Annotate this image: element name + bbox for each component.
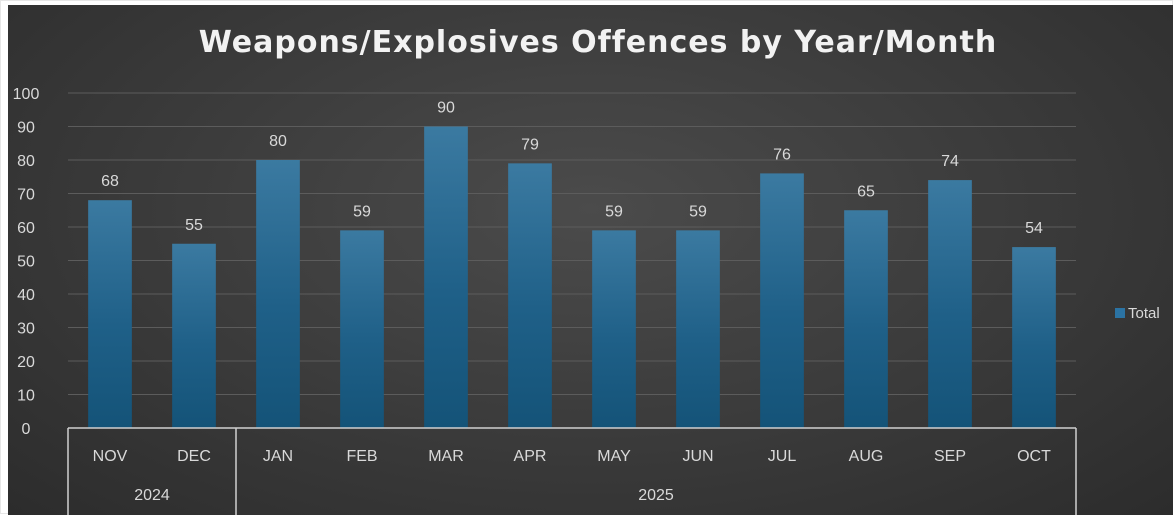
- y-tick-label: 80: [17, 153, 35, 170]
- y-tick-label: 60: [17, 220, 35, 237]
- data-label: 80: [269, 133, 287, 150]
- x-tick-label: DEC: [177, 448, 211, 465]
- y-tick-label: 40: [17, 287, 35, 304]
- bar: [424, 126, 468, 428]
- y-tick-label: 100: [13, 86, 40, 103]
- y-tick-label: 10: [17, 388, 35, 405]
- x-tick-label: MAY: [597, 448, 631, 465]
- group-label: 2024: [134, 487, 170, 504]
- data-label: 79: [521, 136, 539, 153]
- y-tick-label: 50: [17, 254, 35, 271]
- legend-label: Total: [1128, 305, 1160, 322]
- data-label: 59: [689, 203, 707, 220]
- bar: [844, 210, 888, 428]
- bar: [760, 173, 804, 428]
- y-tick-label: 0: [22, 421, 31, 438]
- y-tick-label: 90: [17, 120, 35, 137]
- y-tick-label: 70: [17, 187, 35, 204]
- x-tick-label: OCT: [1017, 448, 1051, 465]
- data-label: 76: [773, 146, 791, 163]
- legend: Total: [1115, 305, 1160, 322]
- bars: [88, 126, 1056, 428]
- group-label: 2025: [638, 487, 674, 504]
- x-tick-label: JAN: [263, 448, 293, 465]
- bar-chart: Weapons/Explosives Offences by Year/Mont…: [13, 25, 1160, 515]
- chart-panel: Weapons/Explosives Offences by Year/Mont…: [8, 5, 1173, 515]
- gridlines: [68, 92, 1076, 395]
- y-tick-label: 20: [17, 354, 35, 371]
- x-tick-label: AUG: [849, 448, 884, 465]
- bar: [88, 200, 132, 428]
- y-axis-ticks: 0 10 20 30 40 50 60 70 80 90 100: [13, 86, 40, 438]
- data-label: 55: [185, 217, 203, 234]
- data-labels: 68 55 80 59 90 79 59 59 76 65 74 54: [101, 100, 1043, 238]
- bar: [172, 243, 216, 428]
- legend-swatch: [1115, 308, 1125, 318]
- data-label: 90: [437, 100, 455, 117]
- x-tick-label: JUN: [682, 448, 713, 465]
- x-tick-label: NOV: [93, 448, 128, 465]
- bar: [340, 230, 384, 428]
- y-tick-label: 30: [17, 321, 35, 338]
- data-label: 65: [857, 183, 875, 200]
- x-tick-label: JUL: [768, 448, 797, 465]
- bar: [676, 230, 720, 428]
- bar: [1012, 247, 1056, 428]
- x-tick-label: MAR: [428, 448, 464, 465]
- data-label: 59: [353, 203, 371, 220]
- chart-title: Weapons/Explosives Offences by Year/Mont…: [199, 25, 997, 60]
- data-label: 68: [101, 173, 119, 190]
- bar: [592, 230, 636, 428]
- bar: [928, 180, 972, 428]
- bar: [508, 163, 552, 428]
- x-tick-label: FEB: [346, 448, 377, 465]
- bar: [256, 160, 300, 428]
- data-label: 74: [941, 153, 959, 170]
- data-label: 59: [605, 203, 623, 220]
- x-tick-label: SEP: [934, 448, 966, 465]
- data-label: 54: [1025, 220, 1043, 237]
- x-axis: NOV DEC JAN FEB MAR APR MAY JUN JUL AUG SEP OCT 2024…: [67, 427, 1077, 515]
- x-tick-label: APR: [514, 448, 547, 465]
